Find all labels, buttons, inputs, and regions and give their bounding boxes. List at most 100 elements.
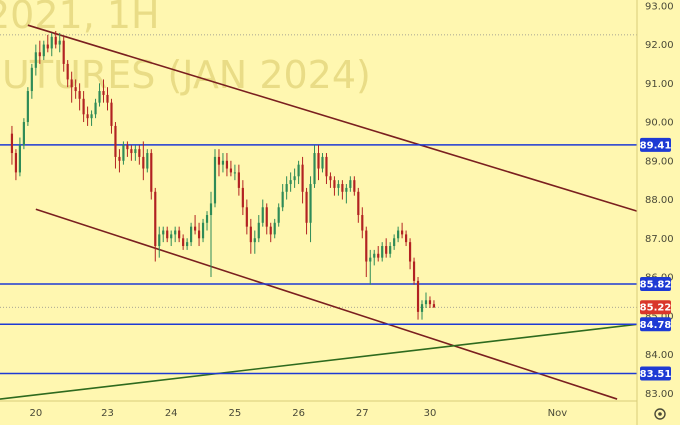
y-tick-label: 90.00	[645, 118, 674, 129]
candle-body	[416, 280, 420, 312]
candle-body	[150, 153, 153, 192]
candle-body	[10, 133, 14, 154]
watermark-contract: UTURES (JAN 2024)	[2, 53, 371, 97]
price-level-labels: 89.41 85.82 84.78 83.51 85.22	[640, 137, 672, 381]
candle-body	[142, 156, 145, 169]
candle-body	[357, 191, 360, 216]
candle-body	[178, 230, 181, 239]
x-tick-label: 30	[424, 408, 437, 419]
candle-body	[381, 246, 384, 258]
y-tick-label: 93.00	[645, 1, 674, 12]
candle-body	[197, 230, 201, 239]
candlestick-series	[10, 30, 436, 320]
y-tick-label: 87.00	[645, 234, 674, 245]
x-tick-label: 26	[292, 408, 305, 419]
candle-body	[122, 145, 125, 161]
trendline-channel-lower[interactable]	[35, 208, 618, 400]
candle-body	[245, 207, 248, 227]
candle-body	[337, 184, 340, 188]
level-label-text: 83.51	[640, 369, 672, 380]
x-tick-label: 24	[165, 408, 178, 419]
level-label-text: 89.41	[640, 140, 672, 151]
candle-body	[317, 153, 320, 169]
candle-body	[54, 36, 57, 45]
candle-body	[94, 102, 97, 115]
candle-body	[325, 156, 328, 177]
candle-body	[62, 40, 65, 64]
y-tick-label: 85.00	[645, 311, 674, 322]
candle-body	[74, 87, 77, 92]
candle-body	[229, 168, 233, 173]
level-label-box	[640, 276, 671, 291]
trendline-channel-upper[interactable]	[27, 24, 638, 212]
candle-body	[261, 207, 264, 223]
candle-body	[174, 230, 177, 235]
candle-body	[321, 156, 324, 169]
candle-body	[118, 156, 121, 161]
candle-body	[110, 102, 113, 126]
candle-body	[289, 180, 292, 185]
candle-body	[277, 207, 280, 223]
y-tick-label: 88.00	[645, 195, 674, 206]
y-tick-label: 84.00	[645, 350, 674, 361]
candle-body	[257, 222, 260, 239]
candle-body	[154, 191, 157, 247]
candle-body	[126, 145, 129, 150]
candle-body	[233, 172, 236, 174]
candle-body	[182, 238, 185, 247]
candle-body	[201, 222, 205, 239]
horizontal-levels[interactable]	[0, 144, 637, 375]
x-axis[interactable]: 20 23 24 25 26 27 30 Nov	[29, 408, 567, 419]
candle-body	[420, 304, 424, 312]
candle-body	[404, 234, 408, 243]
candle-body	[428, 300, 432, 305]
candle-body	[329, 176, 332, 181]
level-label-box	[640, 366, 671, 381]
candle-body	[424, 300, 428, 305]
candle-body	[249, 226, 252, 243]
candle-body	[205, 215, 209, 223]
candle-body	[26, 91, 29, 123]
candle-body	[90, 114, 93, 119]
candle-body	[305, 191, 308, 223]
x-tick-label: 25	[229, 408, 242, 419]
x-tick-label: 20	[29, 408, 42, 419]
candle-body	[365, 230, 368, 262]
x-tick-label: 27	[356, 408, 369, 419]
candle-body	[293, 176, 296, 181]
candle-body	[265, 207, 268, 227]
candle-body	[146, 153, 149, 169]
candle-body	[186, 242, 189, 247]
candle-body	[78, 91, 81, 99]
candle-body	[385, 246, 388, 254]
candle-body	[190, 226, 193, 243]
candle-body	[377, 253, 380, 258]
candle-body	[166, 230, 169, 239]
candle-body	[393, 238, 396, 247]
candle-body	[18, 145, 22, 173]
gear-icon[interactable]	[654, 408, 666, 420]
dotted-levels	[0, 34, 637, 308]
candle-body	[333, 180, 336, 188]
candle-body	[237, 172, 240, 188]
candle-body	[46, 44, 49, 49]
candle-body	[345, 187, 348, 192]
candle-body	[369, 257, 372, 262]
trendline-support-rising[interactable]	[0, 323, 638, 400]
trendlines[interactable]	[0, 24, 638, 400]
x-tick-label: Nov	[548, 408, 568, 419]
candle-body	[225, 160, 229, 169]
level-label-box	[640, 137, 671, 152]
candle-body	[341, 184, 344, 192]
candle-body	[349, 180, 352, 188]
candle-body	[213, 156, 217, 204]
candle-body	[389, 246, 392, 254]
candle-body	[432, 304, 436, 308]
candle-body	[114, 125, 117, 157]
y-tick-label: 83.00	[645, 389, 674, 400]
candle-body	[98, 91, 101, 103]
candle-body	[134, 149, 137, 154]
candle-body	[285, 184, 288, 192]
